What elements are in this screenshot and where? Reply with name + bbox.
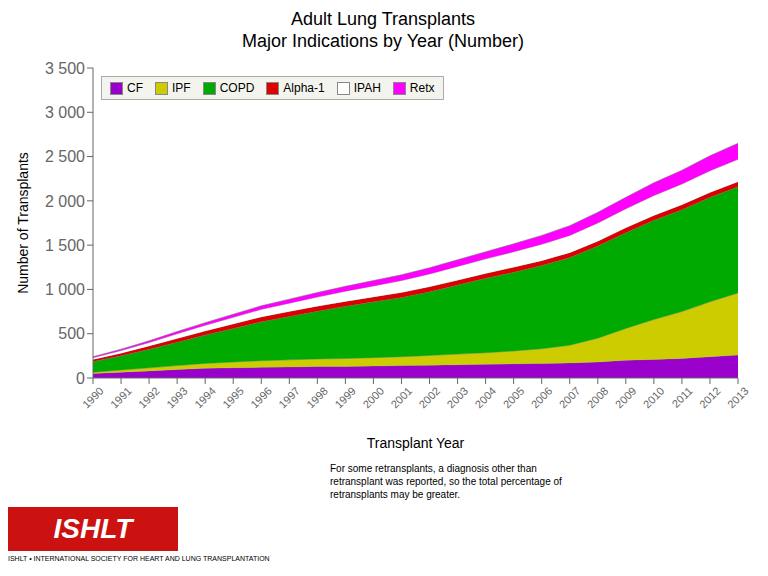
svg-text:500: 500: [58, 325, 85, 342]
html-text:ISHLT: ISHLT: [53, 513, 133, 544]
svg-text:0: 0: [76, 370, 85, 387]
svg-text:2011: 2011: [669, 385, 694, 410]
svg-text:2003: 2003: [444, 385, 470, 411]
svg-text:Number of Transplants: Number of Transplants: [15, 152, 31, 294]
html-text:Retx: Retx: [409, 81, 435, 95]
svg-text:2000: 2000: [360, 385, 386, 411]
svg-text:1 000: 1 000: [45, 281, 85, 298]
html-text:COPD: COPD: [219, 81, 255, 95]
svg-text:1995: 1995: [220, 385, 246, 411]
svg-text:2004: 2004: [473, 385, 499, 411]
svg-text:1993: 1993: [164, 385, 190, 411]
svg-text:2006: 2006: [529, 385, 555, 411]
html-text:Major Indications by Year (Num: Major Indications by Year (Number): [241, 31, 525, 51]
svg-text:1 500: 1 500: [45, 237, 85, 254]
svg-text:1992: 1992: [136, 385, 162, 411]
svg-text:1991: 1991: [108, 385, 134, 411]
svg-text:2009: 2009: [613, 385, 639, 411]
html-text:Alpha-1: Alpha-1: [283, 81, 325, 95]
svg-text:2013: 2013: [725, 385, 751, 411]
svg-text:3 500: 3 500: [45, 60, 85, 77]
svg-text:2 000: 2 000: [45, 193, 85, 210]
svg-text:2010: 2010: [641, 385, 667, 411]
svg-text:1999: 1999: [332, 385, 358, 411]
svg-text:2007: 2007: [557, 385, 583, 411]
svg-text:2012: 2012: [697, 385, 723, 411]
html-text:CF: CF: [127, 81, 143, 95]
html-text:Adult Lung Transplants: Adult Lung Transplants: [290, 9, 476, 29]
svg-text:2005: 2005: [501, 385, 527, 411]
svg-text:3 000: 3 000: [45, 104, 85, 121]
svg-text:1998: 1998: [304, 385, 330, 411]
svg-text:Transplant Year: Transplant Year: [367, 435, 465, 451]
svg-text:2008: 2008: [585, 385, 611, 411]
html-text:For some retransplants, a diag: For some retransplants, a diagnosis othe…: [330, 463, 562, 500]
svg-text:1997: 1997: [276, 385, 302, 411]
svg-text:2 500: 2 500: [45, 148, 85, 165]
svg-text:2001: 2001: [388, 385, 414, 411]
svg-text:1990: 1990: [80, 385, 106, 411]
svg-text:1996: 1996: [248, 385, 274, 411]
html-text:ISHLT • INTERNATIONAL SOCIETY: ISHLT • INTERNATIONAL SOCIETY FOR HEART …: [8, 555, 270, 562]
svg-text:1994: 1994: [192, 385, 218, 411]
html-text:IPF: IPF: [172, 81, 191, 95]
svg-text:2002: 2002: [416, 385, 442, 411]
html-text:IPAH: IPAH: [353, 81, 381, 95]
